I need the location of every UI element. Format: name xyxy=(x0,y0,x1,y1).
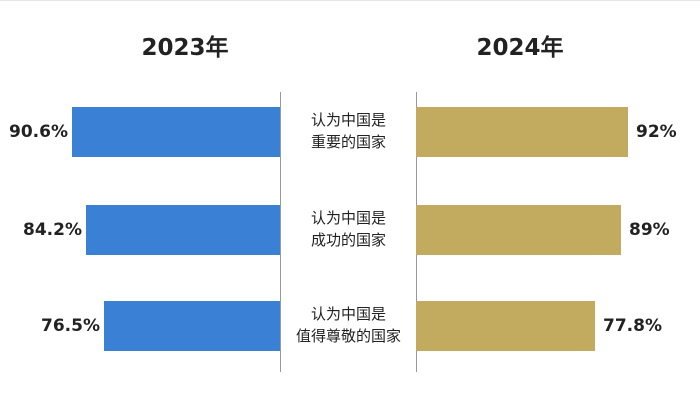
bar-2023 xyxy=(104,301,280,351)
value-label-2024: 89% xyxy=(629,220,670,240)
category-label: 认为中国是重要的国家 xyxy=(281,109,416,153)
left-series-title: 2023年 xyxy=(141,35,229,61)
category-label: 认为中国是值得尊敬的国家 xyxy=(281,303,416,347)
value-label-2024: 92% xyxy=(636,122,677,142)
category-label-line2: 成功的国家 xyxy=(310,231,386,249)
category-label-line2: 值得尊敬的国家 xyxy=(295,327,401,345)
value-label-2023: 90.6% xyxy=(9,122,68,142)
left-axis-divider xyxy=(280,92,281,372)
category-label-line2: 重要的国家 xyxy=(310,133,386,151)
category-label: 认为中国是成功的国家 xyxy=(281,207,416,251)
category-label-line1: 认为中国是 xyxy=(310,305,386,323)
value-label-2024: 77.8% xyxy=(603,316,662,336)
bar-2024 xyxy=(416,107,628,157)
bar-2024 xyxy=(416,205,621,255)
bar-2023 xyxy=(86,205,280,255)
right-series-title: 2024年 xyxy=(476,35,564,61)
bar-2023 xyxy=(72,107,280,157)
category-label-line1: 认为中国是 xyxy=(310,209,386,227)
category-label-line1: 认为中国是 xyxy=(310,111,386,129)
value-label-2023: 76.5% xyxy=(41,316,100,336)
value-label-2023: 84.2% xyxy=(23,220,82,240)
top-rule xyxy=(0,0,700,1)
bar-2024 xyxy=(416,301,595,351)
